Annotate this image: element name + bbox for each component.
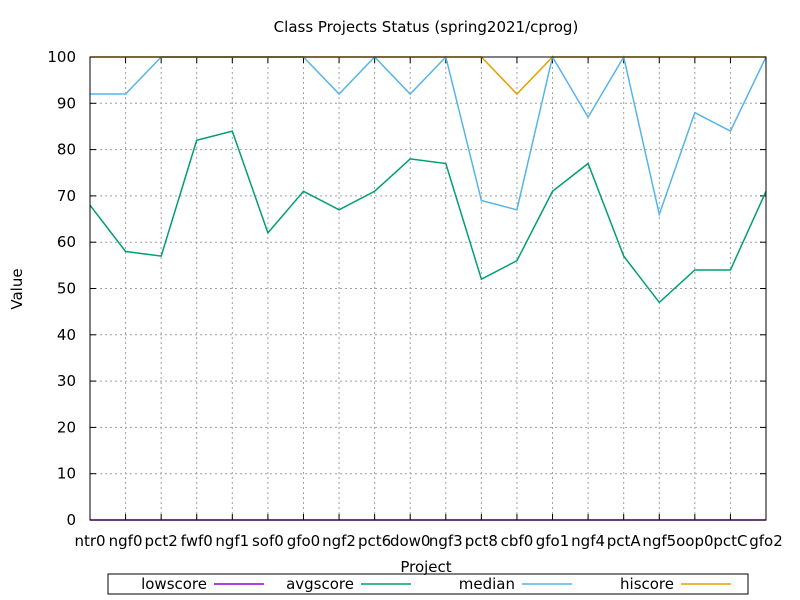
y-tick-label: 90 [57,94,76,112]
x-tick-label: ngf1 [215,532,249,550]
x-tick-label: pctC [713,532,747,550]
x-tick-label: ngf4 [571,532,605,550]
legend-label-avgscore: avgscore [286,575,354,593]
x-tick-labels: ntr0 ngf0 pct2 fwf0 ngf1 sof0 gfo0 ngf2 pct6dow0… [74,532,782,550]
x-tick-label: ngf3 [429,532,463,550]
grid [89,56,767,521]
series-line-median [90,54,767,218]
x-tick-label: cbf0 [501,532,534,550]
y-tick-label: 80 [57,141,76,159]
y-tick-label: 100 [47,48,76,66]
x-tick-label: ngf0 [109,532,143,550]
x-tick-label: gfo1 [536,532,570,550]
chart-title: Class Projects Status (spring2021/cprog) [274,18,579,36]
x-tick-label: pct8 [465,532,498,550]
legend-label-lowscore: lowscore [141,575,207,593]
x-tick-label: pct6 [358,532,391,550]
x-tick-label: pctA [607,532,642,550]
legend-box [107,573,749,595]
x-tick-label: dow0 [390,532,431,550]
y-tick-label: 70 [57,187,76,205]
y-tick-label: 40 [57,326,76,344]
x-tick-label: fwf0 [181,532,213,550]
y-axis-label: Value [8,268,26,309]
x-tick-label: oop0 [676,532,713,550]
legend-label-hiscore: hiscore [620,575,674,593]
x-tick-label: sof0 [252,532,284,550]
y-tick-label: 60 [57,233,76,251]
x-tick-label: ntr0 [74,532,105,550]
y-tick-label: 0 [66,511,76,529]
y-tick-label: 50 [57,280,76,298]
y-tick-label: 20 [57,418,76,436]
x-tick-label: ngf2 [322,532,356,550]
x-tick-label: ngf5 [642,532,676,550]
legend: lowscore avgscore median hiscore [107,573,749,595]
x-tick-label: gfo2 [749,532,783,550]
x-tick-label: gfo0 [287,532,321,550]
legend-label-median: median [459,575,515,593]
x-axis-label: Project [400,558,451,576]
y-tick-label: 30 [57,372,76,390]
y-tick-label: 10 [57,465,76,483]
series-line-avgscore [89,130,767,304]
x-tick-label: pct2 [145,532,178,550]
plot-border [89,56,767,521]
y-tick-labels: 0 10 20 30 40 50 60 70 80 90 100 [47,48,76,529]
